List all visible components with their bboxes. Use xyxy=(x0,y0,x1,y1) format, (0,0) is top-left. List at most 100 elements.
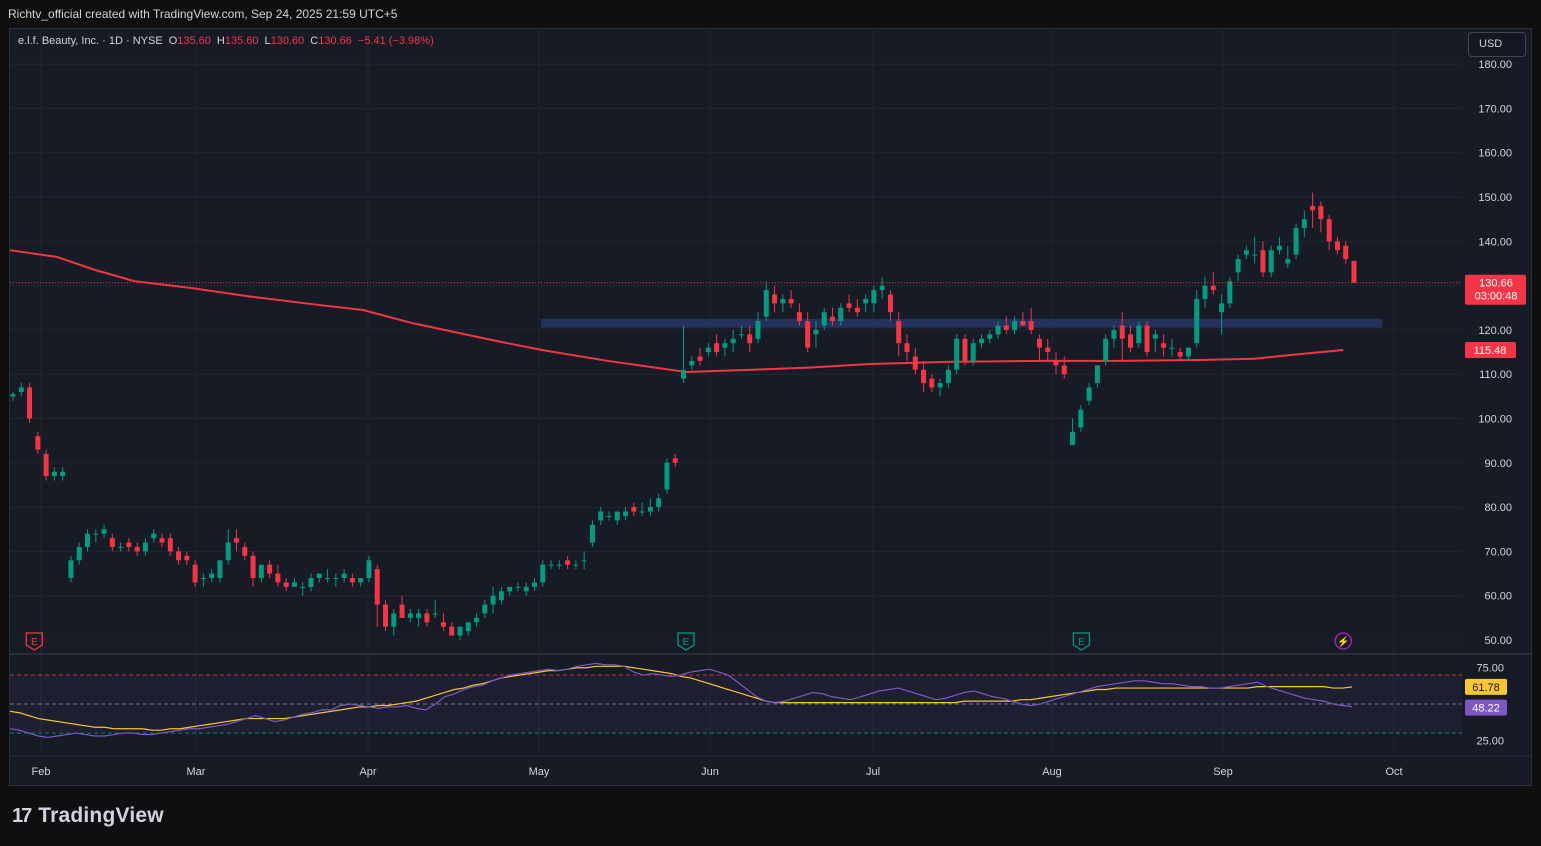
candle[interactable] xyxy=(763,290,769,317)
candle[interactable] xyxy=(556,564,562,566)
candle[interactable] xyxy=(904,343,910,353)
candle[interactable] xyxy=(606,515,612,517)
candle[interactable] xyxy=(962,338,968,361)
moving-average-line[interactable] xyxy=(9,249,1344,374)
candle[interactable] xyxy=(705,347,711,353)
candle[interactable] xyxy=(1285,259,1291,264)
candle[interactable] xyxy=(1235,259,1241,273)
candle[interactable] xyxy=(623,511,629,516)
candle[interactable] xyxy=(1219,303,1225,313)
candle[interactable] xyxy=(565,560,571,565)
candle[interactable] xyxy=(689,360,695,366)
chart-frame[interactable] xyxy=(9,28,1532,786)
candle[interactable] xyxy=(854,307,860,313)
candle[interactable] xyxy=(126,542,132,547)
candle[interactable] xyxy=(1020,321,1026,326)
candle[interactable] xyxy=(300,586,306,588)
candle[interactable] xyxy=(631,507,637,512)
candle[interactable] xyxy=(540,564,546,583)
candle[interactable] xyxy=(1243,250,1249,255)
candle[interactable] xyxy=(1094,365,1100,384)
candle[interactable] xyxy=(250,555,256,578)
candle[interactable] xyxy=(1202,285,1208,299)
candle[interactable] xyxy=(1103,338,1109,361)
candle[interactable] xyxy=(656,498,662,508)
candle[interactable] xyxy=(349,577,355,583)
tradingview-brand[interactable]: 17 TradingView xyxy=(12,803,164,829)
candle[interactable] xyxy=(1053,360,1059,366)
candle[interactable] xyxy=(838,307,844,322)
candle[interactable] xyxy=(813,329,819,335)
candle[interactable] xyxy=(184,555,190,561)
candle[interactable] xyxy=(325,577,331,579)
candle[interactable] xyxy=(681,369,686,379)
candle[interactable] xyxy=(1161,343,1167,348)
candle[interactable] xyxy=(1185,347,1191,357)
candle[interactable] xyxy=(1045,347,1051,353)
candle[interactable] xyxy=(366,560,372,578)
candle[interactable] xyxy=(1177,352,1183,357)
candle[interactable] xyxy=(747,334,753,344)
candle[interactable] xyxy=(51,471,57,477)
candle[interactable] xyxy=(1128,334,1133,348)
candle[interactable] xyxy=(333,577,339,579)
candle[interactable] xyxy=(440,622,446,627)
candle[interactable] xyxy=(772,294,778,304)
candle[interactable] xyxy=(1252,254,1258,256)
candle[interactable] xyxy=(598,511,604,521)
candle[interactable] xyxy=(1028,321,1034,330)
candle[interactable] xyxy=(457,626,463,636)
candle[interactable] xyxy=(722,343,728,348)
candle[interactable] xyxy=(341,573,347,578)
candle[interactable] xyxy=(142,542,148,552)
candle[interactable] xyxy=(945,369,951,384)
candle[interactable] xyxy=(209,573,215,578)
candle[interactable] xyxy=(35,436,41,450)
candle[interactable] xyxy=(316,573,322,578)
candle[interactable] xyxy=(134,546,140,552)
candle[interactable] xyxy=(697,356,703,361)
candle[interactable] xyxy=(1061,365,1067,375)
candle[interactable] xyxy=(474,617,480,623)
candle[interactable] xyxy=(109,538,115,547)
candle[interactable] xyxy=(1169,347,1175,349)
candle[interactable] xyxy=(1111,329,1117,339)
candle[interactable] xyxy=(358,577,364,583)
candle[interactable] xyxy=(93,533,99,535)
split-event-icon[interactable] xyxy=(1334,632,1352,650)
earnings-event-icon[interactable] xyxy=(25,632,43,651)
candle[interactable] xyxy=(1260,250,1266,273)
candle[interactable] xyxy=(465,622,471,632)
candle[interactable] xyxy=(1210,285,1216,291)
candle[interactable] xyxy=(1268,250,1274,273)
candle[interactable] xyxy=(871,290,877,304)
candle[interactable] xyxy=(954,338,960,370)
candle[interactable] xyxy=(383,604,388,627)
candle[interactable] xyxy=(896,321,902,344)
rsi-ma-line[interactable] xyxy=(9,665,1353,731)
candle[interactable] xyxy=(970,343,976,361)
candle[interactable] xyxy=(921,369,927,384)
candle[interactable] xyxy=(1301,219,1307,229)
symbol-name[interactable]: e.l.f. Beauty, Inc. · 1D · NYSE xyxy=(18,35,163,47)
candle[interactable] xyxy=(283,582,289,587)
candle[interactable] xyxy=(374,569,380,605)
candle[interactable] xyxy=(291,582,297,587)
candle[interactable] xyxy=(929,378,935,388)
candle[interactable] xyxy=(1194,298,1200,344)
candle[interactable] xyxy=(10,394,16,397)
candle[interactable] xyxy=(1136,325,1142,344)
candle[interactable] xyxy=(1119,325,1125,339)
candle[interactable] xyxy=(788,298,794,304)
candle[interactable] xyxy=(581,560,587,562)
candle[interactable] xyxy=(267,564,273,574)
candle[interactable] xyxy=(490,595,496,605)
candle[interactable] xyxy=(27,387,33,419)
candle[interactable] xyxy=(1277,245,1282,251)
candle[interactable] xyxy=(242,546,248,556)
candle[interactable] xyxy=(830,316,835,322)
candle[interactable] xyxy=(60,471,66,477)
candle[interactable] xyxy=(1036,338,1042,348)
candle[interactable] xyxy=(498,591,504,601)
